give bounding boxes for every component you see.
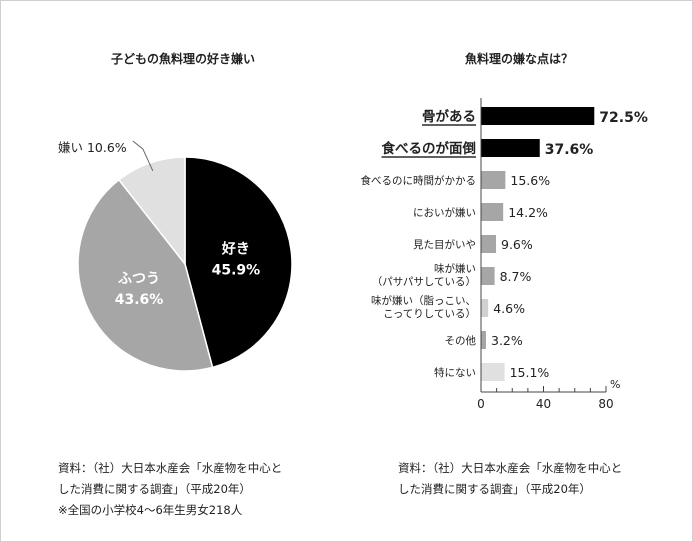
bar-value-label-4: 9.6% — [501, 237, 533, 252]
bar-value-label-1: 37.6% — [545, 142, 594, 158]
pie-slice-0 — [184, 156, 293, 369]
bar-x-tick-label-0: 0 — [477, 397, 485, 411]
pie-leader-line — [132, 140, 154, 172]
bar-7 — [481, 331, 486, 349]
bar-0 — [481, 107, 595, 125]
bar-category-label-6-1: こってりしている） — [383, 308, 476, 320]
pie-slice-1 — [77, 178, 214, 372]
bar-source-line-1: 資料：（社）大日本水産会「水産物を中心と — [398, 461, 623, 475]
bar-category-label-5-1: （パサパサしている） — [372, 276, 476, 288]
bar-x-tick-label-80: 80 — [598, 397, 613, 411]
pie-source-line-2: した消費に関する調査」（平成20年） — [58, 482, 251, 496]
bar-value-label-6: 4.6% — [493, 301, 525, 316]
bar-x-tick-label-40: 40 — [536, 397, 551, 411]
pie-slice-label-0: 好き — [221, 240, 250, 257]
bar-category-label-1: 食べるのが面倒 — [382, 140, 477, 157]
bar-category-label-8: 特にない — [434, 367, 476, 379]
bar-value-label-3: 14.2% — [508, 205, 548, 220]
bar-2 — [481, 171, 506, 189]
bar-5 — [481, 267, 495, 285]
bar-category-label-5-0: 味が嫌い — [434, 262, 476, 275]
pie-slice-label-1: ふつう — [118, 271, 160, 287]
pie-source-line-1: 資料：（社）大日本水産会「水産物を中心と — [58, 461, 283, 475]
pie-source-note: 資料：（社）大日本水産会「水産物を中心と した消費に関する調査」（平成20年） … — [58, 458, 282, 521]
bar-category-label-2: 食べるのに時間がかかる — [361, 174, 477, 187]
pie-slice-value-0: 45.9% — [212, 262, 261, 278]
pie-source-line-3: ※全国の小学校4〜6年生男女218人 — [58, 503, 243, 517]
bar-category-label-0: 骨がある — [422, 108, 476, 125]
bar-category-label-7: その他 — [445, 334, 477, 347]
pie-slice-value-1: 43.6% — [115, 292, 164, 308]
bar-x-unit-label: % — [610, 378, 620, 391]
bar-value-label-2: 15.6% — [510, 173, 550, 188]
bar-source-line-2: した消費に関する調査」（平成20年） — [398, 482, 591, 496]
pie-slice-outside-label: 嫌い 10.6% — [58, 140, 127, 155]
bar-chart-title: 魚料理の嫌な点は？ — [465, 52, 574, 66]
bar-value-label-7: 3.2% — [491, 333, 523, 348]
bar-category-label-3: においが嫌い — [413, 206, 476, 219]
pie-slice-2 — [117, 156, 186, 267]
bar-category-label-6-0: 味が嫌い（脂っこい、 — [371, 294, 476, 307]
bar-8 — [481, 363, 505, 381]
pie-chart-title: 子どもの魚料理の好き嫌い — [111, 52, 256, 66]
bar-value-label-8: 15.1% — [510, 365, 550, 380]
bar-3 — [481, 203, 504, 221]
bar-1 — [481, 139, 540, 157]
bar-source-note: 資料：（社）大日本水産会「水産物を中心と した消費に関する調査」（平成20年） — [398, 458, 622, 500]
bar-value-label-0: 72.5% — [599, 110, 648, 126]
bar-6 — [481, 299, 489, 317]
bar-4 — [481, 235, 496, 253]
bar-value-label-5: 8.7% — [500, 269, 532, 284]
bar-category-label-4: 見た目がいや — [413, 238, 476, 251]
